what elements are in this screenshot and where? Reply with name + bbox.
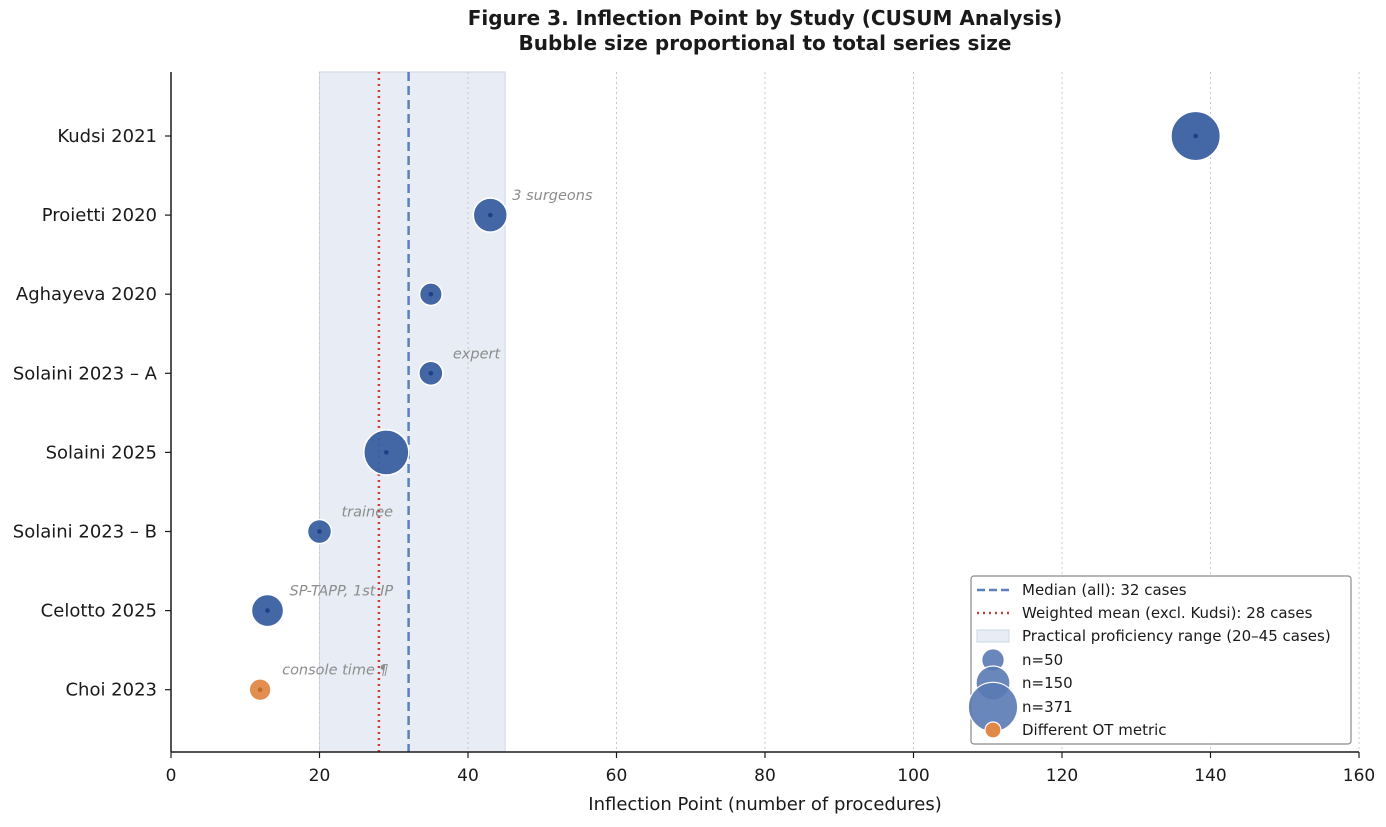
y-tick-label: Aghayeva 2020 — [16, 284, 157, 305]
legend-label: n=50 — [1022, 651, 1063, 669]
bubble-annotation: trainee — [342, 505, 394, 521]
legend-box — [970, 575, 1352, 745]
x-tick-label: 80 — [754, 766, 776, 786]
data-bubble-center — [265, 608, 270, 613]
data-bubble-center — [1193, 133, 1198, 139]
y-tick-label: Solaini 2023 – B — [13, 522, 157, 543]
data-bubble-center — [384, 450, 389, 455]
legend-band-swatch — [976, 629, 1010, 643]
legend-different-metric-swatch — [984, 721, 1002, 739]
x-tick-label: 140 — [1194, 766, 1226, 786]
bubble-annotation: console time ¶ — [282, 663, 389, 679]
data-bubble-center — [428, 371, 434, 376]
data-bubble-center — [317, 529, 322, 534]
y-tick-label: Proietti 2020 — [42, 205, 157, 226]
y-tick-label: Solaini 2023 – A — [13, 363, 158, 384]
bubble-annotation: expert — [453, 346, 502, 362]
legend-label: Weighted mean (excl. Kudsi): 28 cases — [1022, 604, 1313, 622]
x-axis-label: Inflection Point (number of procedures) — [588, 794, 941, 815]
bubble-annotation: SP-TAPP, 1st IP — [290, 584, 394, 600]
x-tick-label: 20 — [309, 766, 331, 786]
legend-label: Practical proficiency range (20–45 cases… — [1022, 627, 1331, 645]
bubble-annotation: 3 surgeons — [512, 188, 593, 204]
y-tick-label: Kudsi 2021 — [57, 126, 157, 147]
x-tick-label: 60 — [606, 766, 628, 786]
legend-label: Different OT metric — [1022, 721, 1167, 739]
proficiency-band — [319, 71, 506, 753]
y-tick-label: Solaini 2025 — [46, 442, 157, 463]
x-tick-label: 40 — [457, 766, 479, 786]
y-tick-label: Choi 2023 — [65, 680, 157, 701]
legend-label: n=371 — [1022, 698, 1073, 716]
x-tick-label: 160 — [1343, 766, 1375, 786]
x-tick-label: 120 — [1046, 766, 1078, 786]
x-tick-label: 0 — [166, 766, 177, 786]
chart-subtitle: Bubble size proportional to total series… — [519, 31, 1012, 55]
data-bubble-center — [487, 212, 493, 218]
x-tick-label: 100 — [897, 766, 929, 786]
legend-label: Median (all): 32 cases — [1022, 581, 1187, 599]
data-bubble-center — [428, 291, 434, 297]
y-tick-label: Celotto 2025 — [41, 601, 157, 622]
chart-title: Figure 3. Inflection Point by Study (CUS… — [468, 6, 1063, 30]
legend-label: n=150 — [1022, 674, 1073, 692]
data-bubble-center — [257, 687, 263, 692]
